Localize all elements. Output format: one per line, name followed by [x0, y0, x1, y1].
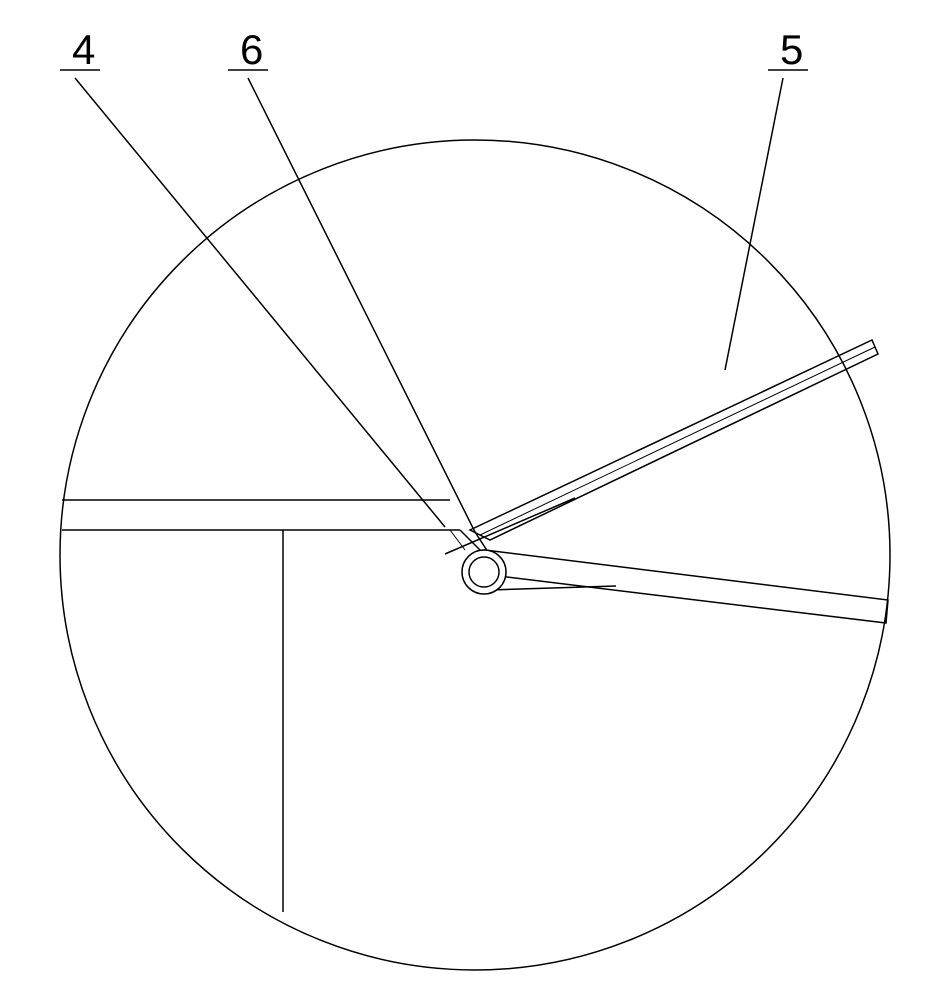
label-5: 5	[780, 26, 803, 73]
upper-blade	[470, 340, 878, 540]
patent-diagram: 4 6 5	[0, 0, 950, 990]
label-4: 4	[72, 26, 95, 73]
upper-blade-centerline	[480, 347, 875, 535]
lead-line-6	[248, 78, 475, 532]
lead-line-4	[75, 78, 445, 527]
lead-line-5	[725, 78, 783, 370]
label-6: 6	[240, 26, 263, 73]
scraper-upper	[445, 498, 575, 554]
lower-blade	[485, 550, 888, 623]
hub-connect-a	[460, 530, 482, 552]
